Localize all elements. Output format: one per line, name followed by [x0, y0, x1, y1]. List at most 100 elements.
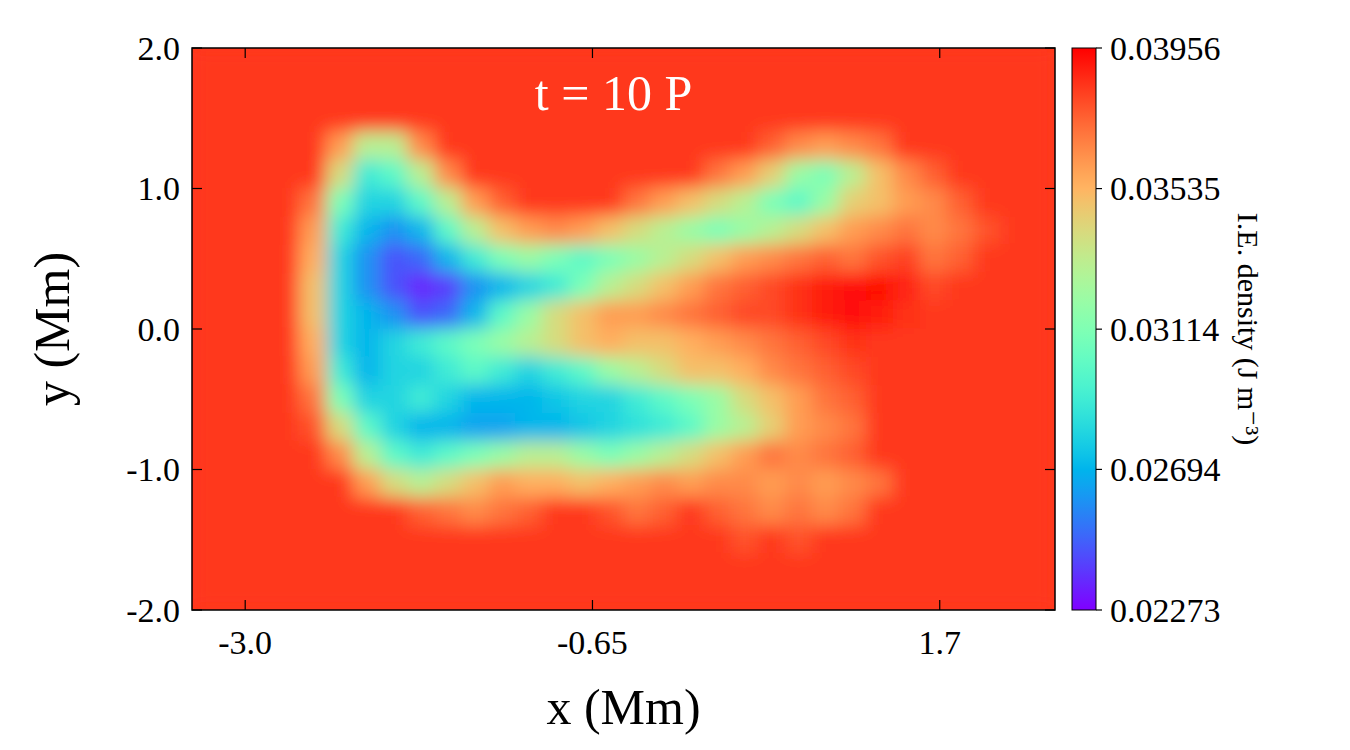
heat-cell	[461, 581, 489, 610]
heat-cell	[839, 329, 867, 358]
heat-cell	[326, 132, 354, 161]
heat-cell	[299, 216, 327, 245]
heat-cell	[1000, 385, 1028, 414]
heat-cell	[1000, 160, 1028, 189]
heat-cell	[488, 48, 516, 77]
heat-cell	[434, 497, 462, 526]
heat-cell	[218, 300, 246, 329]
heat-cell	[704, 76, 732, 105]
heat-cell	[542, 188, 570, 217]
heat-cell	[488, 469, 516, 498]
heat-cell	[866, 160, 894, 189]
heat-cell	[947, 497, 975, 526]
heat-cell	[839, 525, 867, 554]
heat-cell	[488, 244, 516, 273]
heat-cell	[461, 469, 489, 498]
heat-cell	[461, 385, 489, 414]
heat-cell	[380, 216, 408, 245]
heat-cell	[623, 188, 651, 217]
heat-cell	[353, 160, 381, 189]
heat-cell	[893, 300, 921, 329]
heat-cell	[866, 76, 894, 105]
heat-cell	[299, 553, 327, 582]
heat-cell	[758, 272, 786, 301]
heat-cell	[866, 413, 894, 442]
heat-cell	[1000, 104, 1028, 133]
heat-cell	[1000, 581, 1028, 610]
heat-cell	[272, 413, 300, 442]
heat-cell	[677, 357, 705, 386]
heat-cell	[326, 104, 354, 133]
heat-cell	[947, 132, 975, 161]
heat-cell	[974, 329, 1002, 358]
heat-cell	[893, 188, 921, 217]
heat-cell	[758, 413, 786, 442]
heat-cell	[731, 300, 759, 329]
heat-cell	[893, 132, 921, 161]
heat-cell	[785, 300, 813, 329]
heat-cell	[434, 244, 462, 273]
heat-cell	[974, 357, 1002, 386]
heat-cell	[1028, 76, 1055, 105]
heat-cell	[380, 553, 408, 582]
heat-cell	[596, 244, 624, 273]
heat-cell	[758, 329, 786, 358]
heat-cell	[596, 553, 624, 582]
heat-cell	[1028, 413, 1055, 442]
heat-cell	[1028, 272, 1055, 301]
heat-cell	[623, 300, 651, 329]
heat-cell	[893, 216, 921, 245]
heat-cell	[920, 413, 948, 442]
heat-cell	[839, 76, 867, 105]
heat-cell	[218, 553, 246, 582]
heat-cell	[434, 413, 462, 442]
heat-cell	[1028, 132, 1055, 161]
x-tick	[939, 48, 940, 58]
heat-cell	[434, 48, 462, 77]
heat-cell	[1028, 104, 1055, 133]
heat-cell	[704, 497, 732, 526]
heat-cell	[542, 525, 570, 554]
heat-cell	[218, 76, 246, 105]
heat-cell	[380, 413, 408, 442]
heat-cell	[245, 104, 273, 133]
heat-cell	[758, 76, 786, 105]
heat-cell	[407, 497, 435, 526]
heat-cell	[866, 357, 894, 386]
heat-cell	[434, 76, 462, 105]
heat-cell	[866, 553, 894, 582]
heat-cell	[272, 244, 300, 273]
heat-cell	[947, 272, 975, 301]
heat-cell	[920, 329, 948, 358]
heat-cell	[515, 497, 543, 526]
heat-cell	[569, 244, 597, 273]
heat-cell	[488, 216, 516, 245]
heat-cell	[650, 497, 678, 526]
heat-cell	[434, 469, 462, 498]
heat-cell	[380, 581, 408, 610]
heat-cell	[1000, 300, 1028, 329]
heat-cell	[218, 525, 246, 554]
y-tick	[1045, 328, 1055, 329]
heat-cell	[677, 525, 705, 554]
heat-cell	[245, 188, 273, 217]
heat-cell	[974, 413, 1002, 442]
heat-cell	[812, 497, 840, 526]
heat-cell	[353, 553, 381, 582]
heat-cell	[920, 104, 948, 133]
heat-cell	[515, 244, 543, 273]
heat-cell	[677, 300, 705, 329]
heat-cell	[677, 188, 705, 217]
heat-cell	[1000, 553, 1028, 582]
heat-cell	[650, 357, 678, 386]
heat-cell	[947, 525, 975, 554]
heat-cell	[299, 413, 327, 442]
heat-cell	[812, 385, 840, 414]
heat-cell	[866, 525, 894, 554]
heat-cell	[920, 76, 948, 105]
heat-cell	[920, 132, 948, 161]
heat-cell	[192, 244, 219, 273]
heat-cell	[650, 413, 678, 442]
time-annotation: t = 10 P	[535, 65, 692, 121]
heat-cell	[731, 104, 759, 133]
